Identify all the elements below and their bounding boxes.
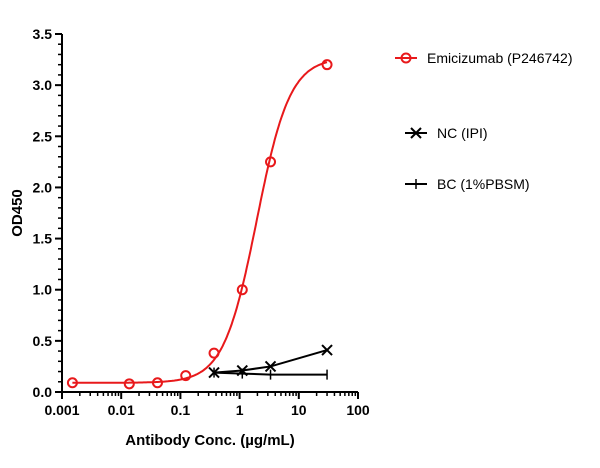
x-tick-label: 1 xyxy=(236,402,244,418)
legend-item: Emicizumab (P246742) xyxy=(395,50,573,66)
x-tick-label: 0.01 xyxy=(108,402,135,418)
axes: 0.001 0.01 0.1 1 10 100 0.0 0.5 1.0 1.5 2.0 2.5 3.0 3… xyxy=(33,26,370,418)
legend: Emicizumab (P246742) NC (IPI) BC (1%PBSM) xyxy=(395,50,573,192)
plot-area xyxy=(66,59,333,390)
legend-item: BC (1%PBSM) xyxy=(405,176,530,192)
x-marker-stroke xyxy=(410,127,422,139)
data-point xyxy=(264,360,277,373)
y-tick-label: 1.0 xyxy=(33,282,53,298)
data-point xyxy=(321,59,333,71)
y-tick-label: 3.0 xyxy=(33,77,53,93)
y-tick-label: 3.5 xyxy=(33,26,53,42)
data-point xyxy=(236,284,248,296)
legend-marker xyxy=(410,127,422,139)
series-line xyxy=(213,349,328,374)
x-tick-label: 0.1 xyxy=(171,402,191,418)
data-point xyxy=(66,377,78,389)
data-point xyxy=(208,347,220,359)
y-tick-label: 1.5 xyxy=(33,231,53,247)
x-tick-label: 10 xyxy=(291,402,307,418)
x-tick-label: 0.001 xyxy=(44,402,79,418)
x-axis-label: Antibody Conc. (µg/mL) xyxy=(125,432,294,449)
legend-marker xyxy=(400,52,412,64)
fit-curve xyxy=(72,61,328,384)
data-point xyxy=(151,377,163,389)
data-point xyxy=(265,156,277,168)
series-line xyxy=(214,371,328,376)
legend-label: Emicizumab (P246742) xyxy=(427,50,573,66)
legend-label: NC (IPI) xyxy=(437,125,488,141)
legend-item: NC (IPI) xyxy=(405,125,488,141)
y-axis-label: OD450 xyxy=(9,189,26,237)
data-point xyxy=(123,378,135,390)
x-marker-stroke xyxy=(321,344,333,356)
x-marker-stroke xyxy=(264,360,277,373)
data-point xyxy=(180,370,192,382)
y-tick-label: 2.5 xyxy=(33,128,53,144)
legend-label: BC (1%PBSM) xyxy=(437,176,530,192)
y-tick-label: 2.0 xyxy=(33,179,53,195)
series-2 xyxy=(213,367,328,380)
y-tick-label: 0.0 xyxy=(33,384,53,400)
series-0 xyxy=(66,59,333,390)
x-tick-label: 100 xyxy=(346,402,370,418)
y-tick-label: 0.5 xyxy=(33,333,53,349)
data-point xyxy=(321,344,333,356)
